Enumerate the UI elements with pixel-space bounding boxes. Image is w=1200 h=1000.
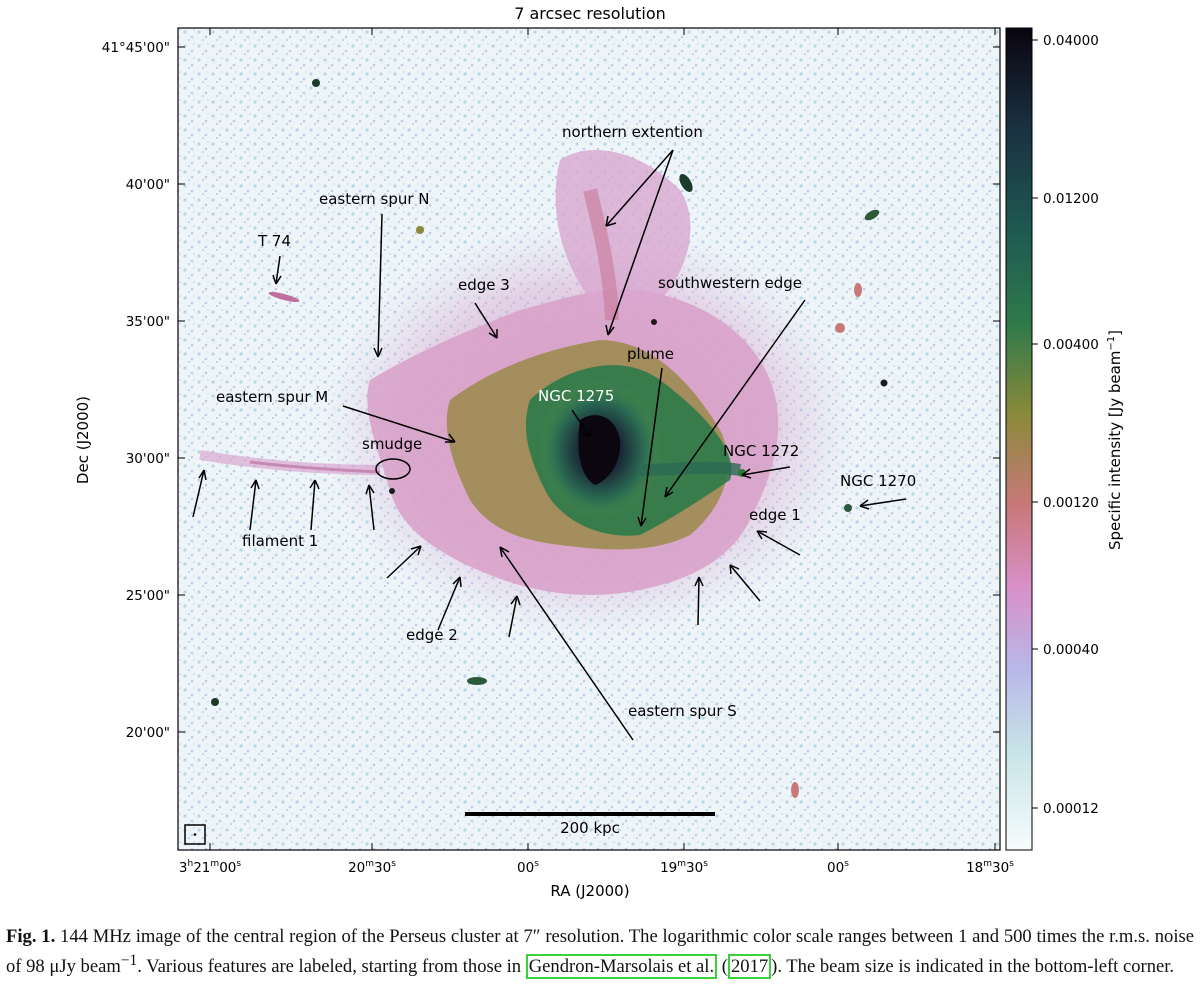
ra-tick-label: 18m30s — [966, 859, 1014, 876]
label-filament1: filament 1 — [242, 532, 318, 550]
point-source — [268, 291, 300, 303]
citation-link-author[interactable]: Gendron-Marsolais et al. — [525, 954, 718, 980]
colorbar-tick-label: 0.04000 — [1043, 33, 1099, 49]
label-smudge: smudge — [362, 435, 422, 453]
label-southwestern-edge: southwestern edge — [658, 274, 802, 292]
caption-text: . Various features are labeled, starting… — [137, 956, 526, 978]
ngc1275-core — [578, 415, 621, 485]
ra-tick-label: 00s — [517, 859, 539, 876]
point-source — [880, 379, 888, 387]
radio-image — [178, 28, 1000, 850]
ra-tick-label: 3h21m00s — [179, 859, 241, 876]
dec-tick-label: 40'00" — [126, 177, 170, 193]
label-t74: T 74 — [257, 232, 291, 250]
label-edge1: edge 1 — [749, 506, 801, 524]
annotation-arrows — [192, 149, 907, 741]
ra-axis: 3h21m00s 20m30s 00s 19m30s 00s 18m30s — [179, 28, 1014, 876]
point-source — [679, 173, 693, 193]
colorbar-tick-label: 0.00040 — [1043, 642, 1099, 658]
label-ngc1275: NGC 1275 — [538, 387, 614, 405]
plot-frame — [177, 27, 1001, 851]
point-source — [864, 209, 880, 221]
dec-axis-label: Dec (J2000) — [74, 396, 92, 484]
label-northern-extention: northern extention — [562, 123, 703, 141]
point-source — [844, 504, 852, 512]
citation-link-year[interactable]: 2017 — [727, 954, 772, 980]
figure-caption: Fig. 1. 144 MHz image of the central reg… — [6, 925, 1194, 980]
label-ngc1272: NGC 1272 — [723, 442, 799, 460]
point-source — [312, 79, 320, 87]
dec-tick-label: 20'00" — [126, 725, 170, 741]
dec-tick-label: 30'00" — [126, 451, 170, 467]
label-plume: plume — [627, 345, 674, 363]
caption-text: ( — [717, 956, 728, 978]
colorbar — [1005, 27, 1033, 851]
northern-extension-emission — [555, 150, 691, 310]
point-source — [389, 488, 395, 494]
ra-tick-label: 19m30s — [660, 859, 708, 876]
ra-tick-label: 20m30s — [348, 859, 396, 876]
caption-text: 144 MHz image of the central region of t… — [6, 926, 1194, 978]
point-source — [651, 319, 657, 325]
point-source — [467, 677, 487, 685]
dec-tick-label: 41°45'00" — [102, 40, 170, 56]
label-edge2: edge 2 — [406, 626, 458, 644]
dec-tick-label: 35'00" — [126, 314, 170, 330]
label-eastern-spur-m: eastern spur M — [216, 388, 328, 406]
point-source — [835, 323, 845, 333]
colorbar-tick-label: 0.00120 — [1043, 495, 1099, 511]
scale-bar-label: 200 kpc — [560, 819, 620, 837]
caption-superscript: −1 — [120, 952, 138, 969]
label-eastern-spur-s: eastern spur S — [628, 702, 737, 720]
colorbar-ticks: 0.04000 0.01200 0.00400 0.00120 0.00040 … — [1032, 33, 1099, 817]
dec-axis: 41°45'00" 40'00" 35'00" 30'00" 25'00" 20… — [102, 40, 1000, 741]
beam-marker — [193, 833, 197, 836]
figure-title: 7 arcsec resolution — [514, 4, 666, 23]
dec-tick-label: 25'00" — [126, 588, 170, 604]
colorbar-tick-label: 0.01200 — [1043, 191, 1099, 207]
ra-tick-label: 00s — [827, 859, 849, 876]
figure: 7 arcsec resolution — [74, 4, 1124, 900]
label-eastern-spur-n: eastern spur N — [319, 190, 430, 208]
point-source — [211, 698, 219, 706]
label-ngc1270: NGC 1270 — [840, 472, 916, 490]
caption-text: ). The beam size is indicated in the bot… — [771, 956, 1175, 978]
colorbar-label: Specific intensity [Jy beam−1] — [1106, 330, 1124, 550]
label-edge3: edge 3 — [458, 276, 510, 294]
colorbar-tick-label: 0.00012 — [1043, 801, 1099, 817]
point-source — [791, 782, 799, 798]
smudge-ellipse — [375, 458, 411, 480]
ra-axis-label: RA (J2000) — [550, 882, 629, 900]
colorbar-tick-label: 0.00400 — [1043, 337, 1099, 353]
beam-box — [184, 824, 206, 845]
point-source — [854, 283, 862, 297]
caption-label: Fig. 1. — [6, 926, 56, 947]
point-source — [416, 226, 424, 234]
